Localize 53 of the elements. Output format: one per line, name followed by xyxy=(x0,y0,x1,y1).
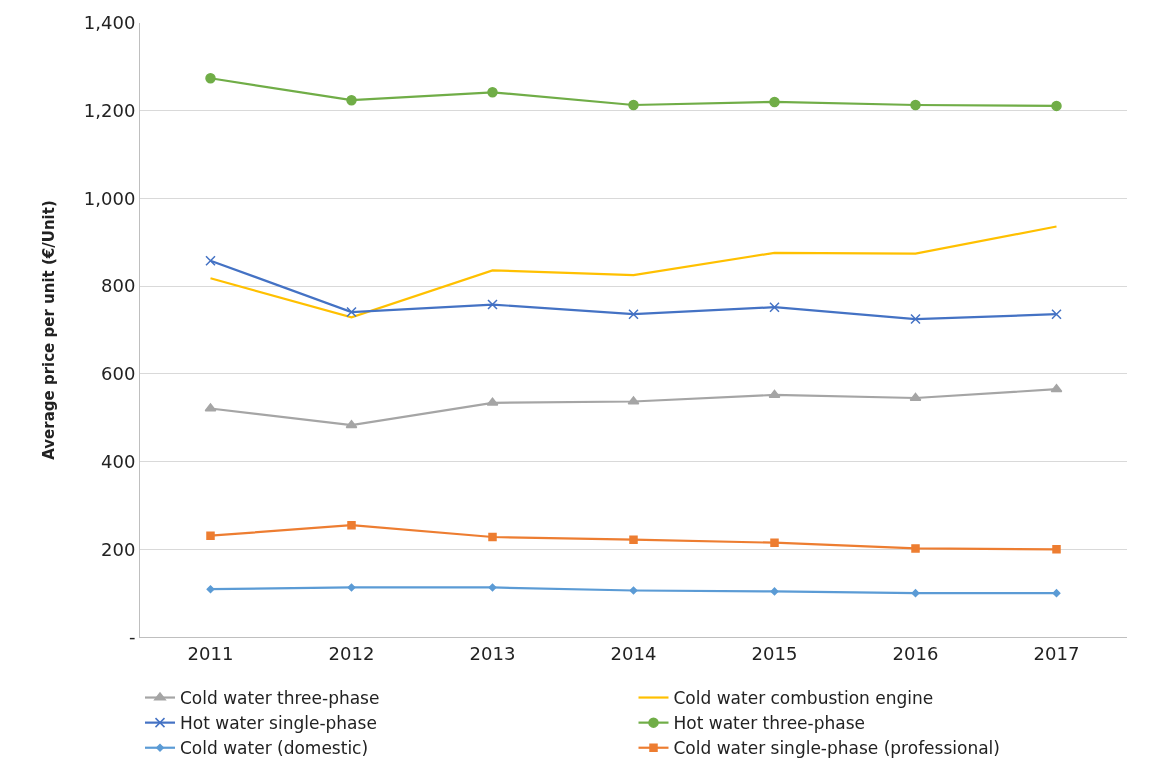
legend-label: Cold water single-phase (professional) xyxy=(673,738,1000,759)
x-tick-label: 2012 xyxy=(328,642,375,664)
point xyxy=(910,99,921,111)
point xyxy=(1051,100,1062,112)
x-tick-label: 2015 xyxy=(751,642,798,664)
x-tick-label: 2017 xyxy=(1033,642,1080,664)
point xyxy=(629,535,638,544)
legend-label: Cold water combustion engine xyxy=(673,688,934,709)
legend-label: Cold water (domestic) xyxy=(180,738,369,759)
point xyxy=(487,299,498,310)
point xyxy=(769,301,780,313)
point xyxy=(628,99,639,111)
point xyxy=(488,532,497,542)
point xyxy=(347,583,356,592)
point xyxy=(205,255,216,266)
point xyxy=(205,73,216,84)
point xyxy=(1052,589,1061,598)
point xyxy=(770,538,779,547)
point xyxy=(1051,308,1062,320)
x-tick-label: 2013 xyxy=(469,642,516,664)
y-tick-label: 1,400 xyxy=(83,12,136,34)
point xyxy=(770,587,779,596)
legend-label: Hot water single-phase xyxy=(180,713,377,734)
y-tick-label: 200 xyxy=(101,538,136,560)
point xyxy=(1050,383,1063,393)
point xyxy=(488,583,497,592)
point xyxy=(911,589,920,598)
point xyxy=(911,544,920,553)
point xyxy=(345,419,358,429)
x-tick-label: 2011 xyxy=(187,642,234,664)
y-tick-label: 400 xyxy=(101,450,136,472)
point xyxy=(347,520,356,530)
y-axis-title: Average price per unit (€/Unit) xyxy=(40,200,59,460)
point xyxy=(629,586,638,595)
legend-label: Cold water three-phase xyxy=(180,688,380,709)
x-tick-label: 2016 xyxy=(892,642,939,664)
legend-label: Hot water three-phase xyxy=(673,713,865,734)
point xyxy=(206,531,215,540)
point xyxy=(346,94,357,106)
y-tick-label: 800 xyxy=(101,275,136,297)
point xyxy=(910,313,921,325)
y-tick-label: 600 xyxy=(101,363,136,385)
x-tick-label: 2014 xyxy=(610,642,657,664)
y-tick-label: 1,200 xyxy=(83,100,136,122)
point xyxy=(1052,545,1061,554)
point xyxy=(206,585,215,594)
line-series xyxy=(209,225,1058,319)
point xyxy=(487,87,498,98)
point xyxy=(769,96,780,108)
point xyxy=(346,306,357,318)
y-tick-label: - xyxy=(128,626,136,648)
point xyxy=(628,308,639,320)
y-tick-label: 1,000 xyxy=(83,187,136,209)
